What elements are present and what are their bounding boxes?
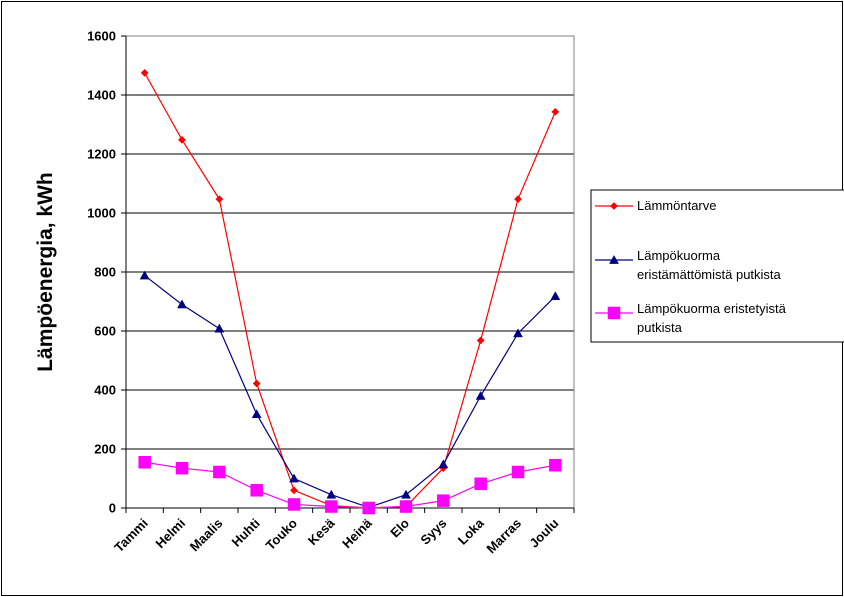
y-tick-label: 400 (94, 383, 116, 398)
legend-label: eristämättömistä putkista (637, 267, 782, 282)
data-point (178, 135, 186, 144)
legend-marker (609, 254, 619, 264)
series-2 (139, 270, 561, 512)
data-point (399, 500, 413, 513)
legend-marker (607, 306, 621, 320)
data-point (287, 498, 301, 511)
y-tick-label: 200 (94, 442, 116, 457)
data-point (138, 456, 151, 469)
series-line (144, 275, 556, 509)
y-tick-label: 600 (94, 324, 116, 339)
data-point (325, 500, 338, 513)
data-point (401, 489, 411, 499)
legend-label: putkista (637, 320, 683, 335)
data-point (362, 501, 375, 515)
legend-entry: Lämpökuorma eristämättömistä putkista (595, 248, 782, 282)
data-point (140, 68, 149, 77)
data-point (437, 494, 450, 507)
data-point (251, 409, 262, 419)
y-tick-label: 1600 (87, 29, 116, 44)
y-axis-title: Lämpöenergia, kWh (34, 172, 57, 372)
y-tick-label: 1000 (87, 206, 116, 221)
data-point (551, 107, 560, 116)
legend-entry: Lämmöntarve (595, 198, 716, 213)
legend-label: Lämmöntarve (637, 198, 716, 213)
data-point (514, 195, 522, 204)
y-tick-label: 1400 (87, 88, 116, 103)
data-point (550, 291, 561, 301)
data-point (252, 379, 261, 388)
legend-entry: Lämpökuorma eristetyistä putkista (595, 301, 787, 335)
series-group (138, 68, 562, 515)
legend: Lämmöntarve Lämpökuorma eristämättömistä p… (590, 189, 844, 343)
gridlines (126, 35, 574, 450)
data-point (213, 465, 226, 479)
data-point (476, 336, 485, 345)
data-point (215, 195, 224, 204)
series-3 (138, 456, 562, 515)
data-point (250, 484, 263, 497)
data-point (175, 461, 189, 475)
data-point (474, 477, 487, 491)
data-point (549, 458, 562, 472)
data-point (177, 299, 187, 309)
data-point (290, 486, 298, 495)
data-point (475, 390, 486, 400)
data-point (511, 465, 525, 479)
y-tick-label: 0 (109, 501, 116, 516)
data-point (513, 328, 523, 338)
legend-box (590, 189, 844, 343)
legend-marker (610, 202, 618, 210)
legend-label: Lämpökuorma (637, 248, 721, 263)
y-tick-label: 1200 (87, 147, 116, 162)
data-point (139, 270, 150, 280)
data-point (289, 473, 299, 483)
data-point (326, 489, 337, 499)
data-point (438, 459, 449, 469)
legend-label: Lämpökuorma eristetyistä (637, 301, 787, 316)
data-point (214, 323, 225, 333)
y-tick-label: 800 (94, 265, 116, 280)
